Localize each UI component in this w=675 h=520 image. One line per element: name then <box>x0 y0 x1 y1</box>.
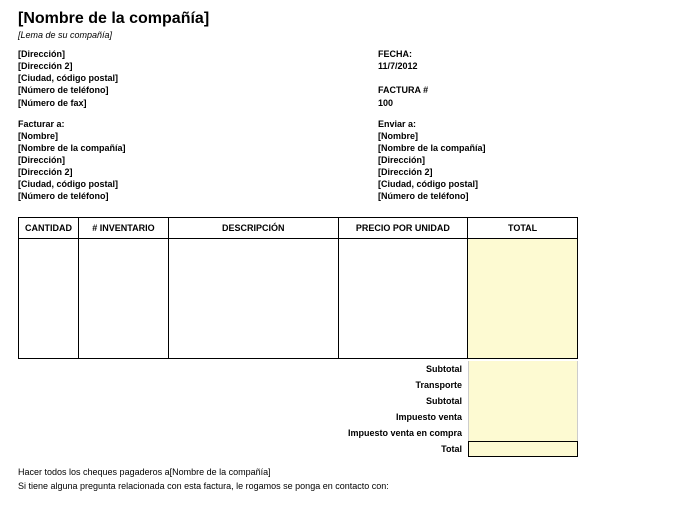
date-label: FECHA: <box>378 48 578 60</box>
cell-inv[interactable] <box>78 238 168 358</box>
bill-address1: [Dirección] <box>18 154 378 166</box>
label-tax-sale: Impuesto venta <box>18 412 468 422</box>
ship-address1: [Dirección] <box>378 154 618 166</box>
val-subtotal2 <box>468 393 578 409</box>
th-quantity: CANTIDAD <box>19 217 79 238</box>
totals-block: Subtotal Transporte Subtotal Impuesto ve… <box>18 361 578 457</box>
address-1: [Dirección] <box>18 48 378 60</box>
bill-to-title: Facturar a: <box>18 119 378 129</box>
footer-contact: Si tiene alguna pregunta relacionada con… <box>18 481 657 491</box>
ship-company: [Nombre de la compañía] <box>378 142 618 154</box>
val-tax-purchase <box>468 425 578 441</box>
phone: [Número de teléfono] <box>18 84 378 96</box>
row-tax-sale: Impuesto venta <box>18 409 578 425</box>
invoice-value: 100 <box>378 97 578 109</box>
table-row <box>19 238 578 358</box>
footer-checks: Hacer todos los cheques pagaderos a[Nomb… <box>18 467 657 477</box>
th-inventory: # INVENTARIO <box>78 217 168 238</box>
label-tax-purchase: Impuesto venta en compra <box>18 428 468 438</box>
label-total: Total <box>18 444 468 454</box>
meta-spacer <box>378 72 578 84</box>
val-shipping <box>468 377 578 393</box>
header-info: [Dirección] [Dirección 2] [Ciudad, códig… <box>18 48 657 109</box>
th-price: PRECIO POR UNIDAD <box>338 217 468 238</box>
bill-address2: [Dirección 2] <box>18 166 378 178</box>
address-2: [Dirección 2] <box>18 60 378 72</box>
row-subtotal2: Subtotal <box>18 393 578 409</box>
invoice-meta-block: FECHA: 11/7/2012 FACTURA # 100 <box>378 48 578 109</box>
label-shipping: Transporte <box>18 380 468 390</box>
row-total: Total <box>18 441 578 457</box>
row-shipping: Transporte <box>18 377 578 393</box>
cell-price[interactable] <box>338 238 468 358</box>
label-subtotal1: Subtotal <box>18 364 468 374</box>
th-total: TOTAL <box>468 217 578 238</box>
bill-city-zip: [Ciudad, código postal] <box>18 178 378 190</box>
ship-address2: [Dirección 2] <box>378 166 618 178</box>
row-tax-purchase: Impuesto venta en compra <box>18 425 578 441</box>
cell-total <box>468 238 578 358</box>
bill-ship-block: Facturar a: [Nombre] [Nombre de la compa… <box>18 119 657 203</box>
company-slogan: [Lema de su compañía] <box>18 30 657 40</box>
items-table: CANTIDAD # INVENTARIO DESCRIPCIÓN PRECIO… <box>18 217 578 359</box>
bill-name: [Nombre] <box>18 130 378 142</box>
ship-city-zip: [Ciudad, código postal] <box>378 178 618 190</box>
bill-phone: [Número de teléfono] <box>18 190 378 202</box>
val-tax-sale <box>468 409 578 425</box>
val-total <box>468 441 578 457</box>
ship-phone: [Número de teléfono] <box>378 190 618 202</box>
date-value: 11/7/2012 <box>378 60 578 72</box>
bill-company: [Nombre de la compañía] <box>18 142 378 154</box>
ship-to-block: Enviar a: [Nombre] [Nombre de la compañí… <box>378 119 618 203</box>
company-address-block: [Dirección] [Dirección 2] [Ciudad, códig… <box>18 48 378 109</box>
bill-to-block: Facturar a: [Nombre] [Nombre de la compa… <box>18 119 378 203</box>
th-description: DESCRIPCIÓN <box>168 217 338 238</box>
row-subtotal1: Subtotal <box>18 361 578 377</box>
cell-desc[interactable] <box>168 238 338 358</box>
company-name: [Nombre de la compañía] <box>18 10 657 28</box>
table-header-row: CANTIDAD # INVENTARIO DESCRIPCIÓN PRECIO… <box>19 217 578 238</box>
ship-to-title: Enviar a: <box>378 119 618 129</box>
cell-qty[interactable] <box>19 238 79 358</box>
val-subtotal1 <box>468 361 578 377</box>
ship-name: [Nombre] <box>378 130 618 142</box>
label-subtotal2: Subtotal <box>18 396 468 406</box>
fax: [Número de fax] <box>18 97 378 109</box>
city-zip: [Ciudad, código postal] <box>18 72 378 84</box>
invoice-label: FACTURA # <box>378 84 578 96</box>
